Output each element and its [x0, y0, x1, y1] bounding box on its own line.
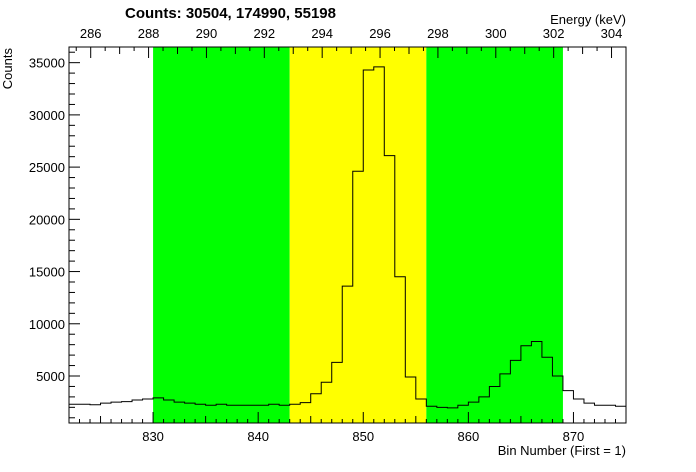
x2-tick-label: 288 [138, 26, 160, 41]
x-axis: 830 840 850 860 870 [68, 412, 627, 444]
y-tick-label: 20000 [29, 212, 65, 227]
region-band [426, 47, 563, 423]
plot-border [68, 46, 627, 424]
region-band [153, 47, 290, 423]
histogram-series [69, 66, 626, 409]
x-axis-title: Bin Number (First = 1) [498, 443, 626, 458]
x2-tick-label: 294 [311, 26, 333, 41]
y-tick-label: 15000 [29, 265, 65, 280]
y-tick-label: 30000 [29, 108, 65, 123]
highlight-regions [153, 47, 563, 423]
x-tick-label: 850 [352, 429, 374, 444]
x2-tick-label: 302 [543, 26, 565, 41]
x2-tick-label: 300 [485, 26, 507, 41]
x-tick-label: 860 [458, 429, 480, 444]
x-tick-label: 830 [142, 429, 164, 444]
chart-title: Counts: 30504, 174990, 55198 [125, 5, 336, 22]
region-band [289, 47, 427, 423]
y-tick-label: 10000 [29, 317, 65, 332]
x2-axis-title: Energy (keV) [550, 12, 626, 27]
x2-tick-label: 292 [253, 26, 275, 41]
x-tick-label: 870 [563, 429, 585, 444]
y-tick-label: 5000 [36, 369, 65, 384]
x-tick-label: 840 [247, 429, 269, 444]
plot-frame [68, 46, 627, 424]
x2-tick-label: 286 [80, 26, 102, 41]
y-axis: 5000 10000 15000 20000 25000 30000 35000 [29, 51, 80, 419]
histogram-line [69, 66, 626, 409]
x2-tick-label: 296 [369, 26, 391, 41]
y-tick-label: 35000 [29, 56, 65, 71]
energy-axis: 286 288 290 292 294 296 298 300 302 304 [75, 26, 627, 58]
y-tick-label: 25000 [29, 160, 65, 175]
x2-tick-label: 298 [427, 26, 449, 41]
x2-tick-label: 304 [601, 26, 623, 41]
x2-tick-label: 290 [196, 26, 218, 41]
y-axis-title: Counts [0, 48, 15, 90]
